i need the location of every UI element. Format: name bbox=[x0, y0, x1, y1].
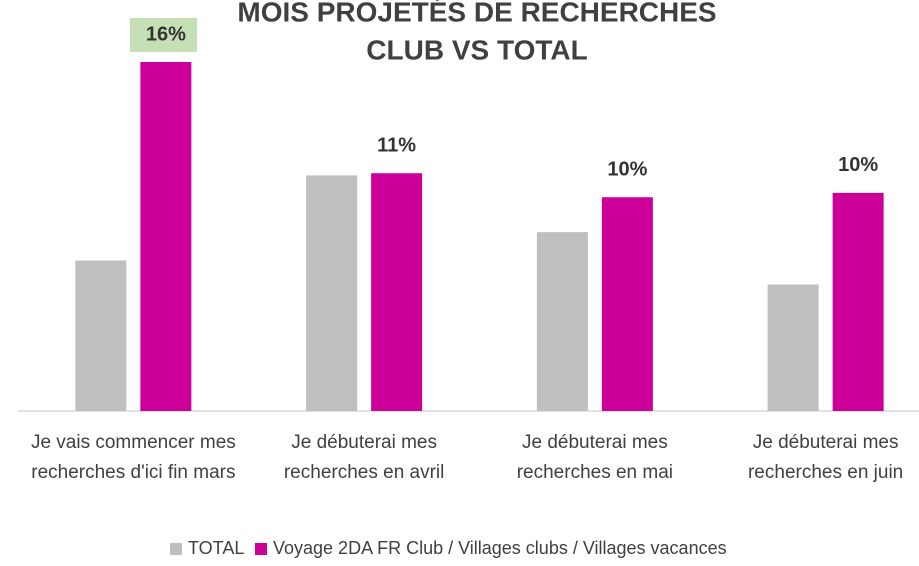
bar bbox=[536, 232, 588, 411]
x-tick-label: Je débuterai mes recherches en juin bbox=[747, 432, 904, 483]
legend-label: Voyage 2DA FR Club / Villages clubs / Vi… bbox=[273, 538, 727, 558]
data-label: 10% bbox=[607, 159, 647, 181]
bar bbox=[140, 62, 192, 411]
chart-subtitle: CLUB VS TOTAL bbox=[366, 34, 587, 65]
x-tick-label: Je débuterai mes recherches en avril bbox=[283, 432, 445, 483]
bar bbox=[767, 284, 819, 411]
legend-label: TOTAL bbox=[188, 538, 245, 558]
legend-swatch bbox=[255, 542, 267, 555]
data-label: 11% bbox=[377, 135, 416, 157]
x-tick-label: Je vais commencer mes recherches d'ici f… bbox=[30, 432, 236, 483]
chart-title: MOIS PROJETÉS DE RECHERCHES bbox=[237, 0, 716, 27]
legend-item: TOTAL bbox=[170, 538, 244, 559]
label-highlight bbox=[130, 18, 197, 52]
x-tick-label: Je débuterai mes recherches en mai bbox=[516, 432, 674, 483]
bar bbox=[75, 260, 127, 411]
legend-swatch bbox=[170, 542, 182, 555]
bar bbox=[306, 175, 358, 411]
legend-item: Voyage 2DA FR Club / Villages clubs / Vi… bbox=[255, 538, 727, 559]
bar bbox=[601, 197, 653, 411]
bar bbox=[832, 192, 884, 411]
bar bbox=[371, 173, 423, 411]
data-label: 10% bbox=[838, 154, 878, 176]
data-label: 16% bbox=[146, 23, 186, 45]
